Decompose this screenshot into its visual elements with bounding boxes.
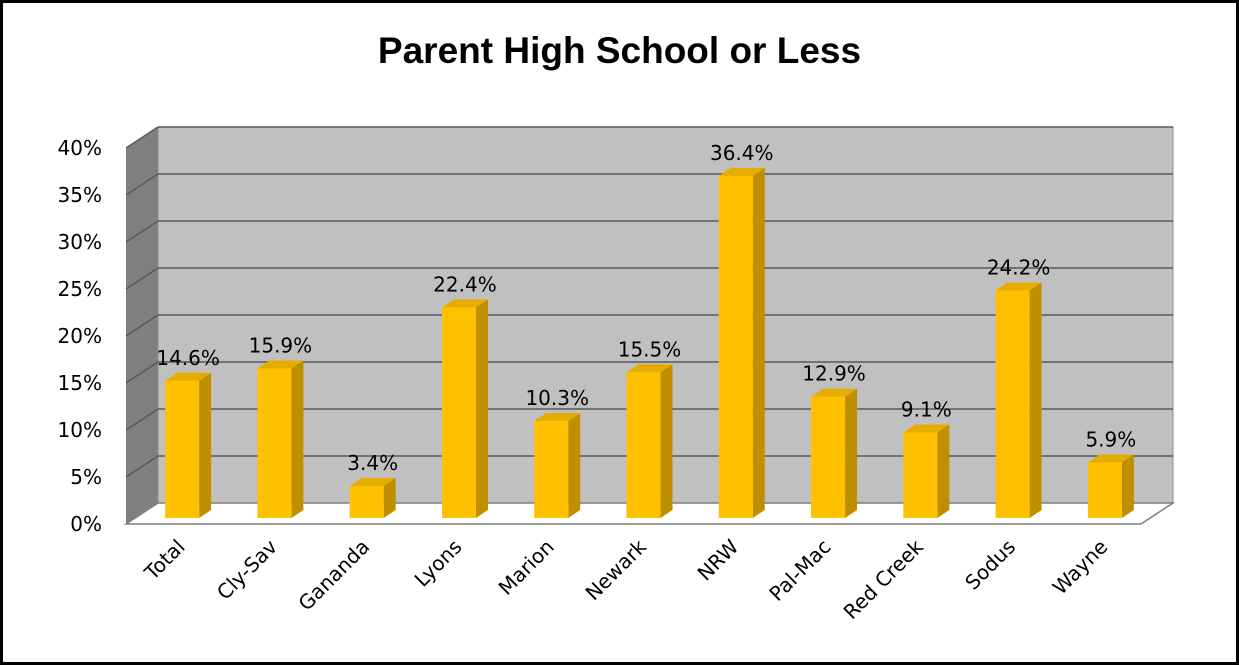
bar-top (903, 424, 950, 433)
data-label: 14.6% (156, 346, 220, 370)
bar-side (199, 372, 212, 518)
x-tick-label: Red Creek (839, 534, 929, 624)
gridline-side (125, 361, 159, 384)
bar (995, 290, 1030, 518)
bar (626, 372, 661, 518)
x-tick-label: Total (139, 535, 190, 586)
x-tick-label: Cly-Sav (212, 534, 282, 604)
y-tick-label: 5% (70, 465, 102, 489)
data-label: 12.9% (802, 362, 866, 386)
data-label: 22.4% (433, 272, 497, 296)
bar (718, 175, 753, 518)
x-tick-label: Sodus (960, 535, 1020, 595)
bar-top (718, 167, 765, 176)
x-tick-label: Lyons (410, 535, 467, 592)
y-tick-label: 20% (58, 324, 102, 348)
bar-top (441, 299, 488, 308)
x-tick-label: Newark (581, 534, 652, 605)
bar-side (1121, 454, 1134, 518)
gridline-side (125, 267, 159, 290)
bar-side (752, 167, 765, 518)
data-label: 36.4% (710, 141, 774, 165)
bar-top (995, 282, 1042, 291)
bar (903, 432, 938, 518)
data-label: 15.5% (618, 337, 682, 361)
bar (534, 421, 569, 518)
bar-top (811, 388, 858, 397)
gridline-side (125, 173, 159, 196)
data-label: 9.1% (901, 397, 952, 421)
bar (441, 307, 476, 518)
data-label: 10.3% (525, 386, 589, 410)
bar (1087, 462, 1122, 518)
x-tick-label: NRW (693, 534, 744, 585)
x-tick-label: Marion (494, 535, 559, 600)
gridline-side (125, 220, 159, 243)
y-tick-label: 35% (58, 183, 102, 207)
bar (257, 368, 292, 518)
y-tick-label: 40% (58, 136, 102, 160)
gridline-side (125, 126, 159, 149)
x-tick-label: Pal-Mac (764, 535, 835, 606)
gridline-side (125, 455, 159, 478)
bar-side (660, 364, 673, 518)
bar-top (1087, 454, 1134, 463)
bar-top (257, 360, 304, 369)
bar (811, 396, 846, 518)
x-tick-label: Wayne (1048, 535, 1113, 600)
y-tick-label: 25% (58, 277, 102, 301)
bar-side (568, 413, 581, 518)
gridline-side (125, 314, 159, 337)
data-label: 24.2% (987, 256, 1051, 280)
y-tick-label: 10% (58, 418, 102, 442)
bar-side (383, 478, 396, 518)
gridline-side (125, 408, 159, 431)
bar-top (626, 364, 673, 373)
bar-side (475, 299, 488, 518)
y-tick-label: 0% (70, 512, 102, 536)
bar (165, 380, 200, 518)
data-label: 5.9% (1085, 428, 1136, 452)
x-tick-label: Gananda (293, 535, 374, 616)
bar-top (349, 478, 396, 487)
bar-side (1029, 282, 1042, 518)
data-label: 3.4% (347, 451, 398, 475)
bar-side (937, 424, 950, 518)
y-tick-label: 15% (58, 371, 102, 395)
chart-title: Parent High School or Less (377, 30, 862, 71)
bar-top (165, 372, 212, 381)
y-tick-label: 30% (58, 230, 102, 254)
bar-top (534, 413, 581, 422)
bar-side (845, 388, 858, 518)
data-label: 15.9% (249, 334, 313, 358)
bar-side (291, 360, 304, 518)
bar (349, 486, 384, 518)
